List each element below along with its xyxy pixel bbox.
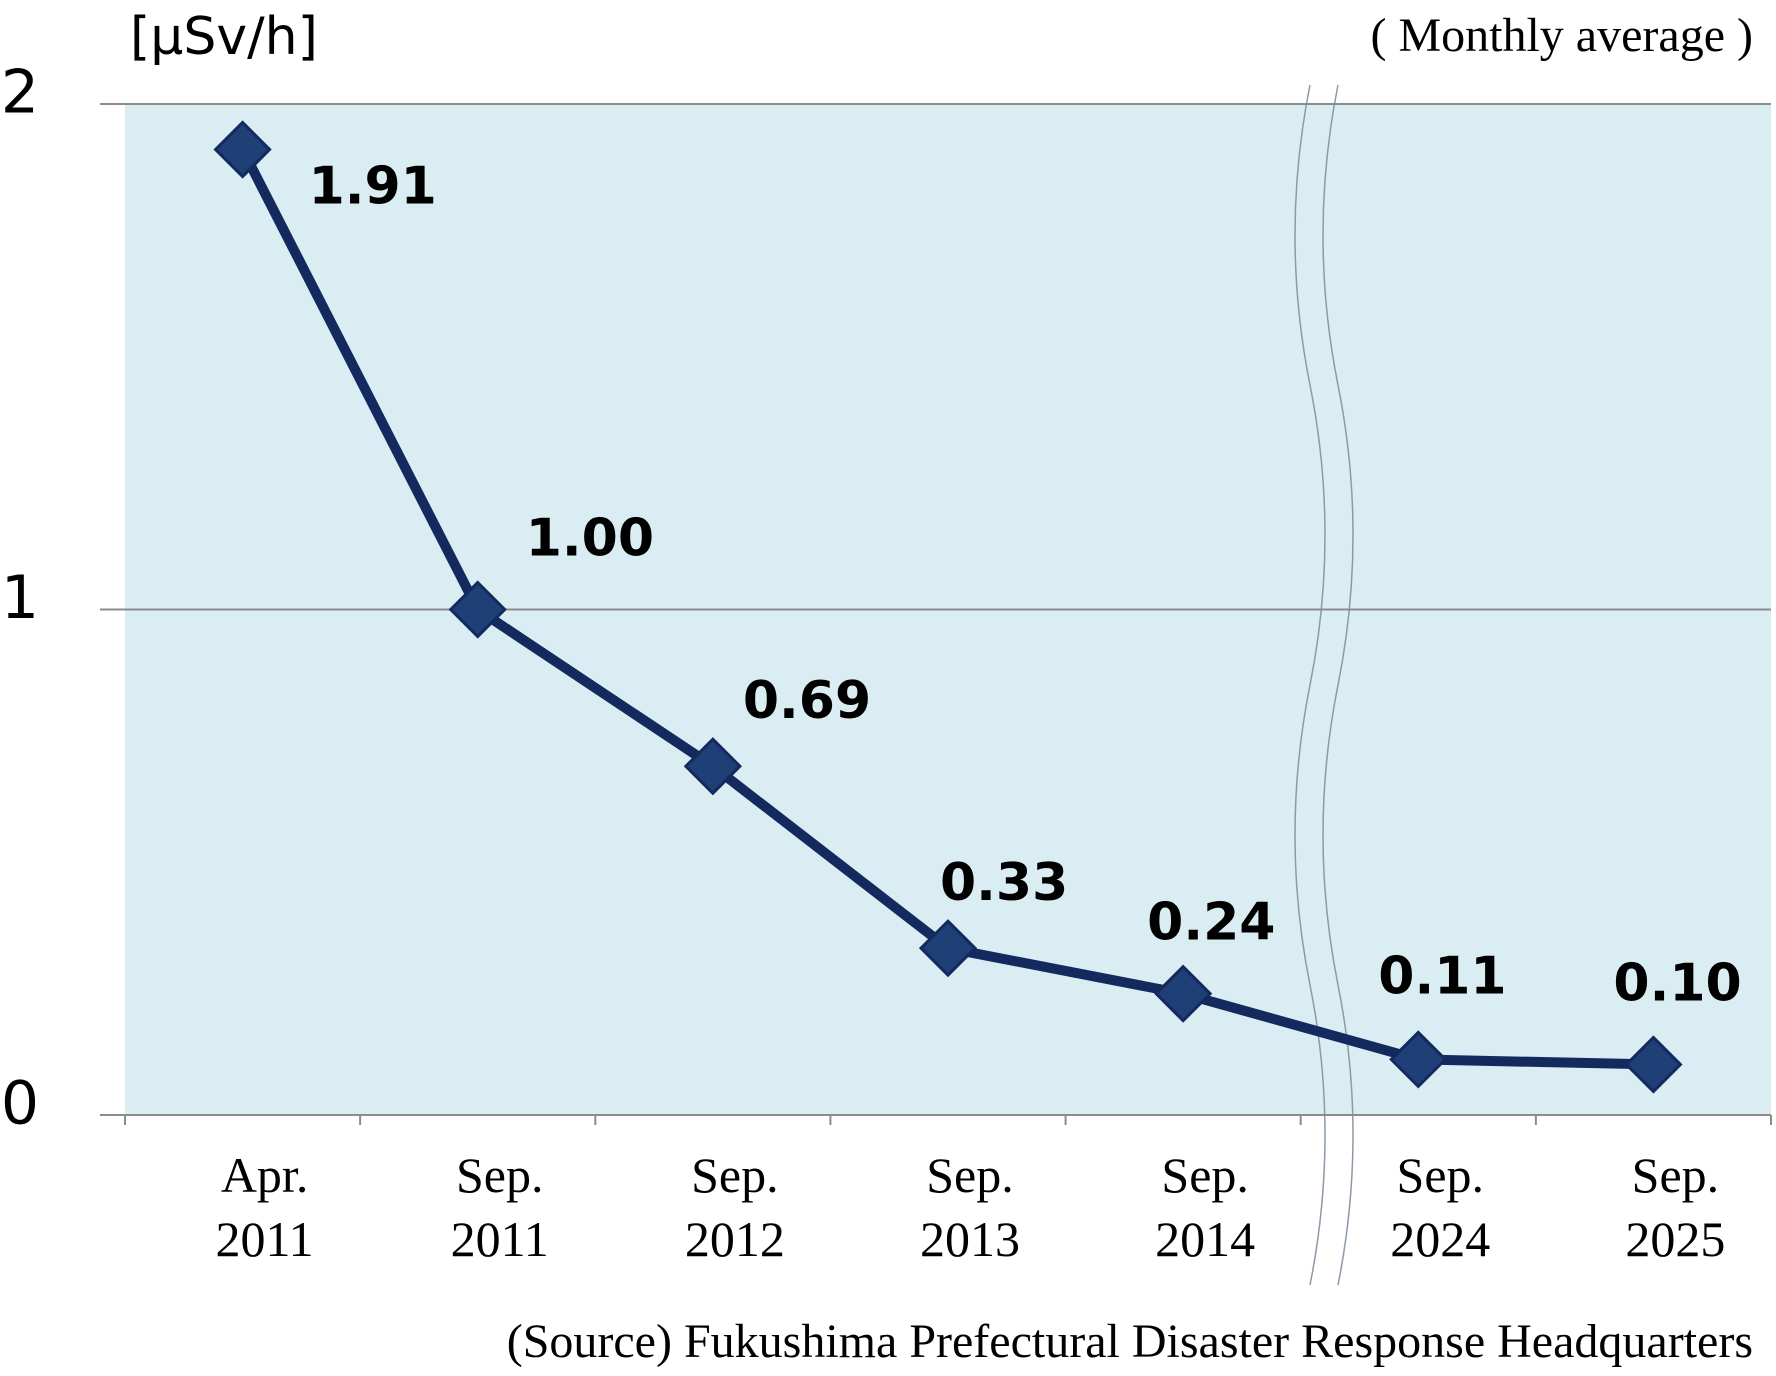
value-label: 0.33 [940, 853, 1068, 913]
value-label: 1.91 [309, 156, 437, 216]
source: (Source) Fukushima Prefectural Disaster … [507, 1315, 1753, 1368]
marker [448, 580, 507, 639]
x-tick-label: Sep. 2012 [684, 1147, 785, 1267]
y-tick-label: 2 [1, 58, 39, 128]
x-tick-label: Sep. 2025 [1625, 1147, 1726, 1267]
annotation: ( Monthly average ) [1370, 9, 1753, 62]
marker [1389, 1030, 1448, 1089]
value-label: 0.11 [1378, 946, 1506, 1006]
break-line [1294, 84, 1326, 1286]
axis-break [1294, 84, 1354, 1286]
break-line [1322, 84, 1354, 1286]
marker [1154, 964, 1213, 1023]
value-label: 0.10 [1613, 953, 1741, 1013]
marker [918, 919, 978, 978]
value-label: 0.69 [743, 671, 871, 731]
x-tick-label: Sep. 2011 [450, 1147, 549, 1267]
x-tick-label: Sep. 2024 [1390, 1147, 1491, 1267]
x-tick-label: Sep. 2013 [920, 1147, 1020, 1267]
y-tick-label: 0 [1, 1069, 39, 1139]
marker [683, 737, 742, 796]
x-tick-label: Apr. 2011 [215, 1147, 314, 1267]
value-label: 0.24 [1147, 893, 1275, 953]
y-axis-label: [μSv/h] [130, 7, 318, 67]
marker [213, 120, 272, 179]
y-tick-label: 1 [1, 563, 39, 633]
value-label: 1.00 [526, 509, 654, 569]
marker [1624, 1035, 1683, 1094]
x-tick-label: Sep. 2014 [1155, 1147, 1256, 1267]
